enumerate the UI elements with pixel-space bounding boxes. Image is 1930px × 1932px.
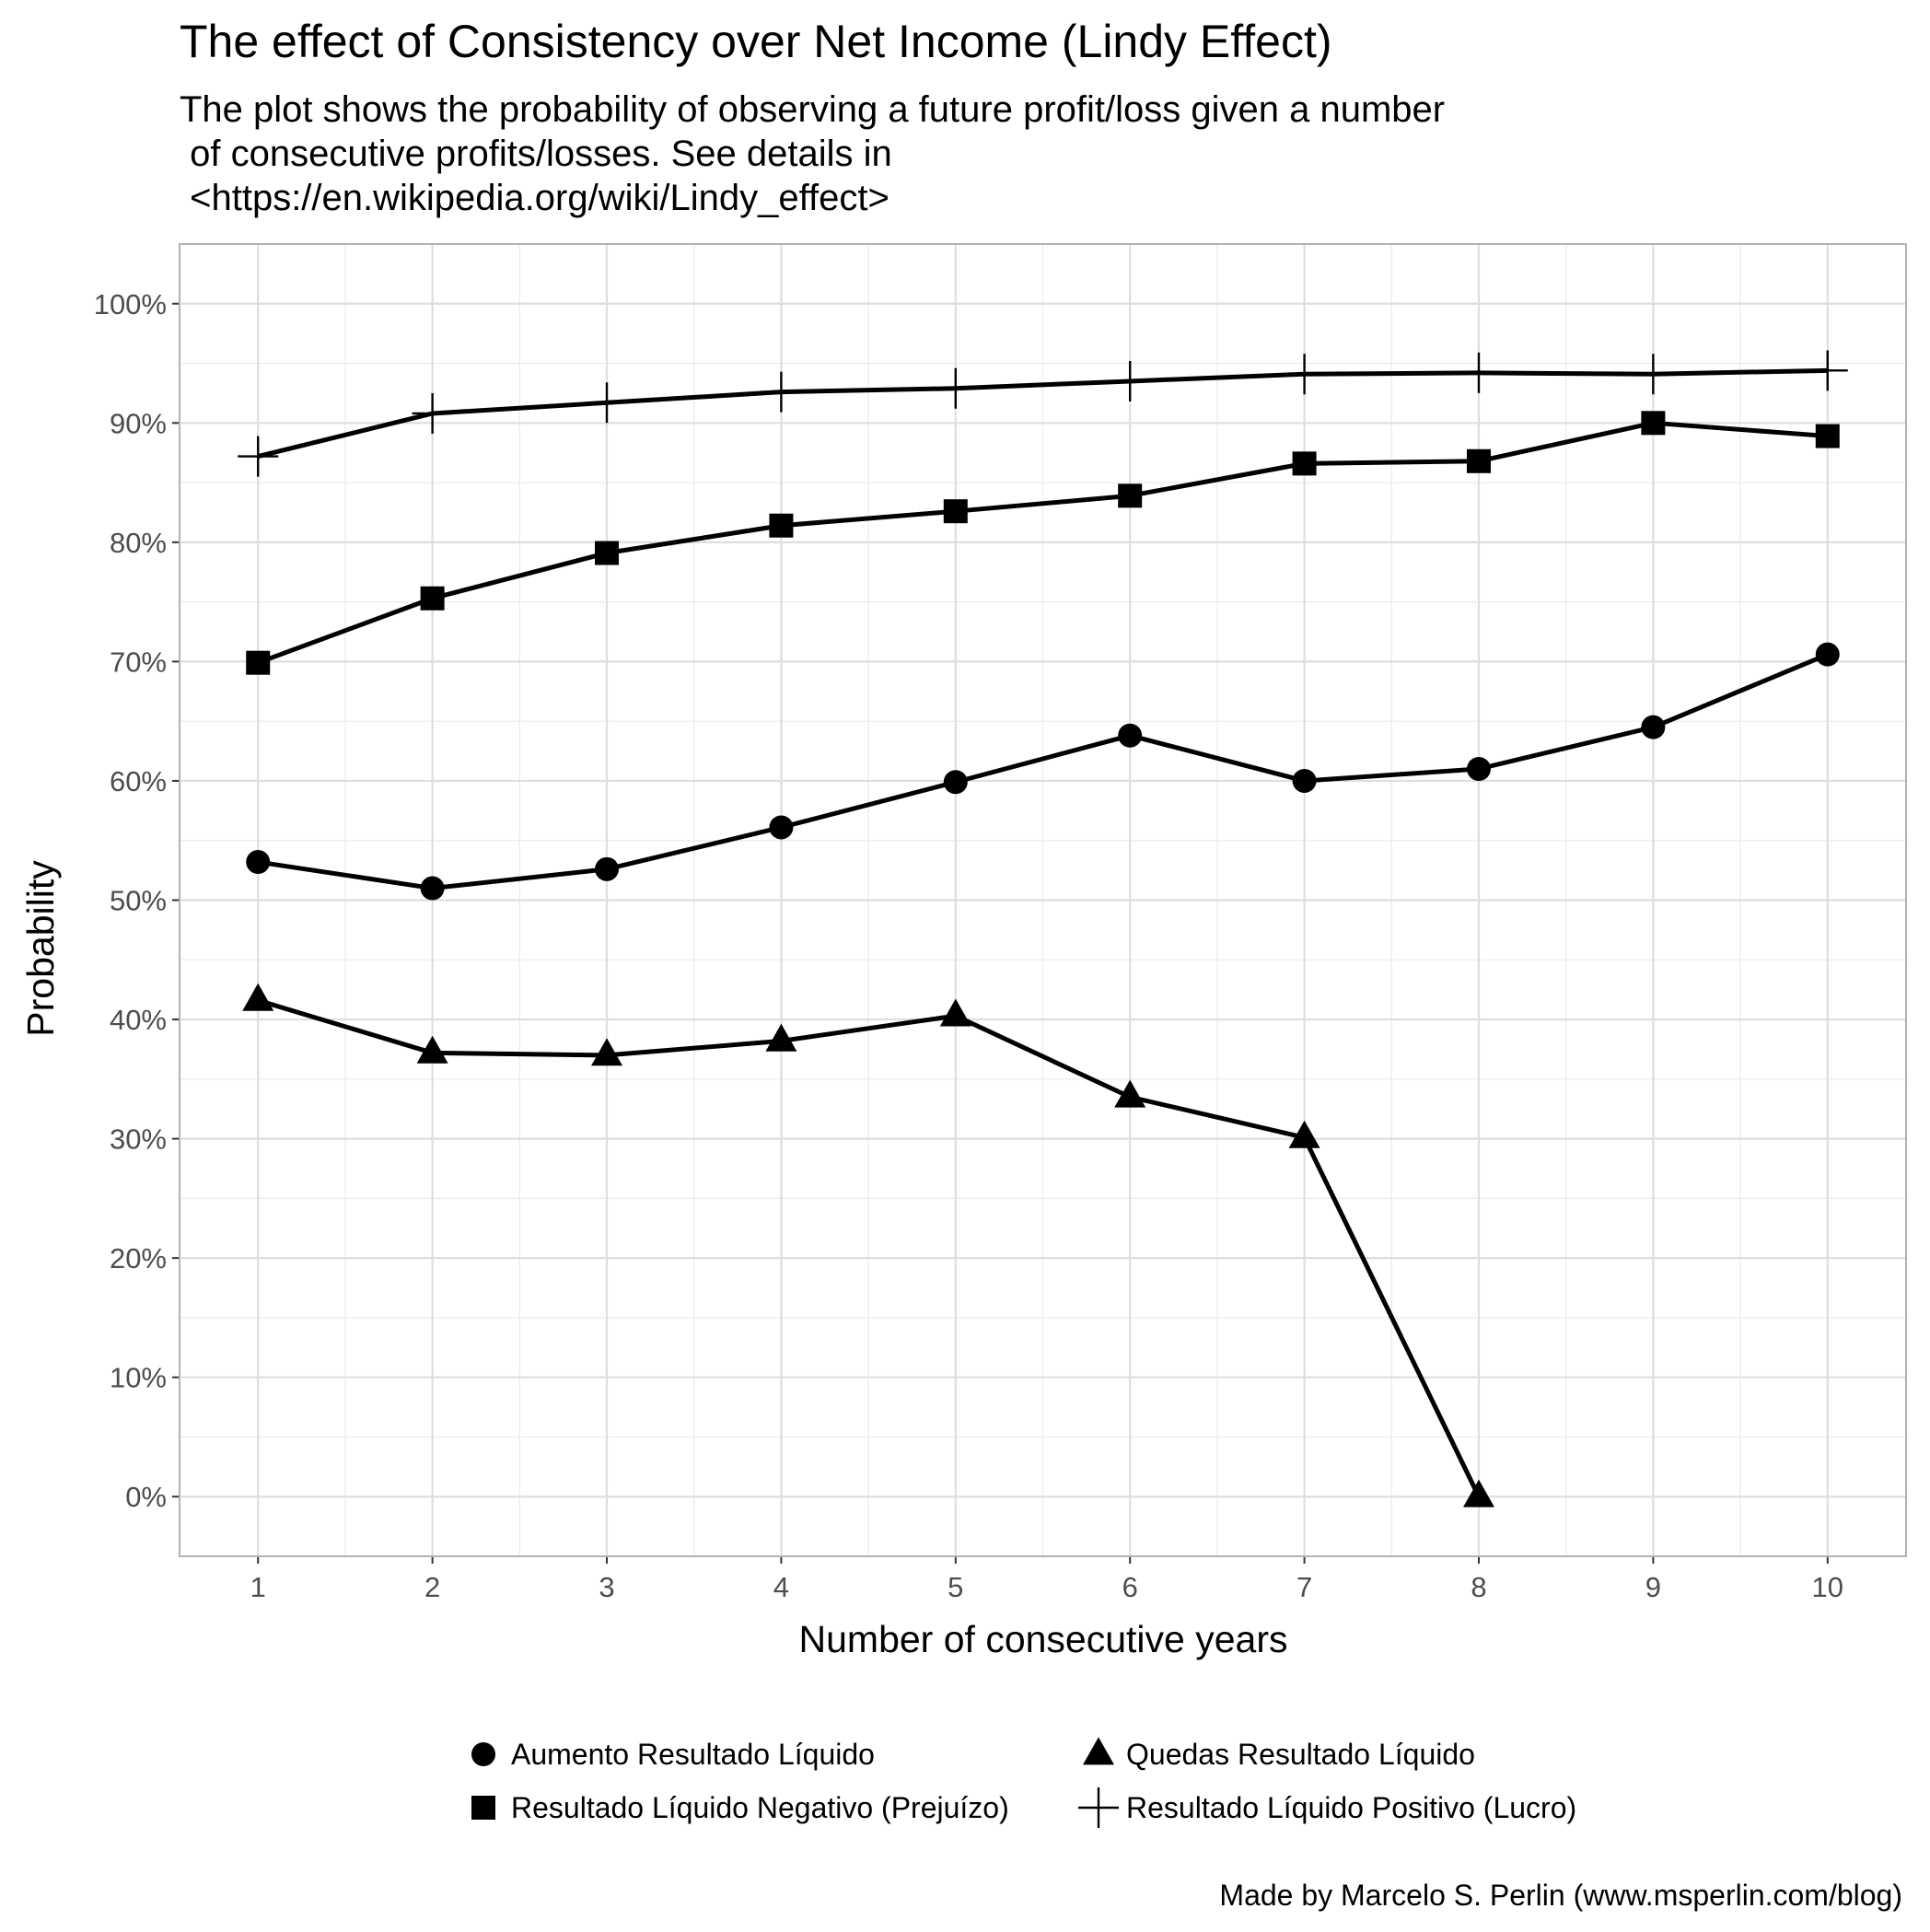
y-tick-label: 100%	[94, 288, 167, 320]
x-tick-label: 10	[1812, 1571, 1843, 1603]
legend-label: Resultado Líquido Positivo (Lucro)	[1126, 1791, 1576, 1824]
data-point-square	[1641, 411, 1666, 436]
x-tick-label: 6	[1122, 1571, 1138, 1603]
data-point-square	[246, 650, 271, 675]
data-point-square	[1292, 451, 1317, 476]
data-point-square	[769, 513, 794, 538]
y-tick-label: 90%	[110, 407, 167, 439]
x-tick-label: 4	[773, 1571, 789, 1603]
chart-subtitle-line-2: of consecutive profits/losses. See detai…	[180, 134, 892, 174]
series-lines	[257, 367, 1829, 1498]
data-point-triangle	[591, 1038, 623, 1066]
y-tick-label: 40%	[110, 1004, 167, 1036]
y-tick-label: 30%	[110, 1123, 167, 1156]
grid	[180, 244, 1906, 1556]
y-tick-label: 20%	[110, 1242, 167, 1274]
data-point-triangle	[416, 1035, 448, 1064]
x-tick-label: 9	[1645, 1571, 1661, 1603]
data-point-plus	[238, 436, 279, 477]
plot-panel-border	[179, 243, 1907, 1557]
legend-key-square	[471, 1796, 495, 1820]
x-axis-ticks: 1 2 3 4 5 6 7 8 9 10	[250, 1556, 1843, 1603]
series-line-2	[257, 997, 1482, 1498]
series-line-1	[257, 652, 1829, 891]
data-point-square	[1815, 424, 1840, 448]
data-point-circle	[1466, 757, 1491, 781]
y-tick-label: 50%	[110, 885, 167, 917]
data-point-plus	[412, 392, 453, 434]
data-point-circle	[1641, 715, 1666, 739]
data-point-triangle	[1288, 1120, 1320, 1148]
series-line-3	[257, 420, 1828, 666]
legend-key-plus	[1078, 1787, 1119, 1828]
y-tick-label: 10%	[110, 1362, 167, 1394]
y-tick-label: 60%	[110, 765, 167, 797]
x-axis-title: Number of consecutive years	[799, 1618, 1288, 1660]
data-point-square	[1466, 448, 1491, 473]
data-point-circle	[1292, 768, 1317, 793]
x-tick-label: 8	[1471, 1571, 1486, 1603]
data-point-triangle	[242, 983, 274, 1011]
y-tick-label: 70%	[110, 646, 167, 678]
chart-title: The effect of Consistency over Net Incom…	[180, 16, 1332, 67]
data-point-plus	[1458, 352, 1499, 393]
data-point-circle	[1118, 723, 1143, 748]
data-point-circle	[1815, 642, 1840, 667]
data-point-triangle	[1462, 1479, 1494, 1507]
x-tick-label: 7	[1296, 1571, 1312, 1603]
chart-subtitle-line-3: <https://en.wikipedia.org/wiki/Lindy_eff…	[180, 178, 889, 218]
legend-label: Resultado Líquido Negativo (Prejuízo)	[511, 1791, 1009, 1824]
data-point-circle	[420, 876, 445, 901]
data-point-circle	[769, 815, 794, 840]
legend: Aumento Resultado Líquido Resultado Líqui…	[471, 1737, 1576, 1828]
data-point-plus	[1110, 360, 1151, 402]
data-point-square	[595, 541, 620, 565]
data-point-triangle	[1114, 1079, 1146, 1108]
data-point-plus	[1633, 354, 1674, 395]
legend-label: Quedas Resultado Líquido	[1126, 1738, 1475, 1771]
data-points	[238, 350, 1848, 1507]
x-tick-label: 1	[250, 1571, 266, 1603]
chart-subtitle-line-1: The plot shows the probability of observ…	[180, 89, 1445, 130]
data-point-triangle	[765, 1023, 797, 1052]
data-point-circle	[943, 770, 968, 795]
data-point-plus	[761, 371, 802, 413]
y-axis-ticks: 0% 10% 20% 30% 40% 50% 60% 70% 80% 90% 100%	[94, 288, 180, 1513]
y-tick-label: 0%	[125, 1481, 167, 1513]
data-point-plus	[1284, 354, 1325, 395]
legend-key-circle	[471, 1742, 495, 1766]
x-tick-label: 2	[424, 1571, 440, 1603]
data-point-square	[1118, 483, 1143, 508]
data-point-circle	[595, 856, 620, 881]
legend-key-triangle	[1083, 1737, 1114, 1765]
y-axis-title: Probability	[19, 860, 62, 1037]
data-point-square	[420, 586, 445, 611]
series-line-4	[257, 367, 1828, 460]
data-point-plus	[587, 382, 628, 424]
y-tick-label: 80%	[110, 527, 167, 559]
data-point-plus	[935, 367, 976, 409]
data-point-triangle	[939, 998, 971, 1027]
legend-label: Aumento Resultado Líquido	[511, 1738, 875, 1771]
x-tick-label: 3	[599, 1571, 614, 1603]
data-point-square	[943, 499, 968, 524]
data-point-plus	[1807, 350, 1848, 391]
chart-caption: Made by Marcelo S. Perlin (www.msperlin.…	[1219, 1879, 1902, 1912]
x-tick-label: 5	[948, 1571, 963, 1603]
data-point-circle	[246, 850, 271, 875]
